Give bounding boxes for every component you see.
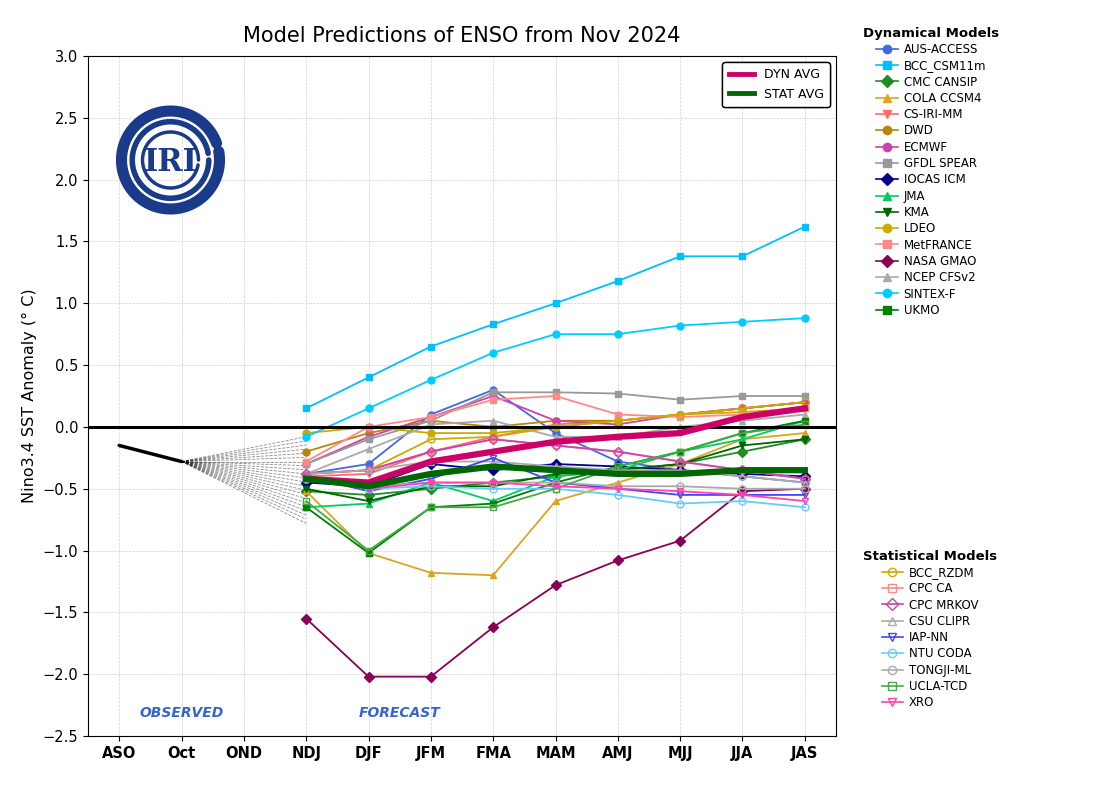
Y-axis label: Nino3.4 SST Anomaly (° C): Nino3.4 SST Anomaly (° C)	[22, 289, 37, 503]
Legend: AUS-ACCESS, BCC_CSM11m, CMC CANSIP, COLA CCSM4, CS-IRI-MM, DWD, ECMWF, GFDL SPEA: AUS-ACCESS, BCC_CSM11m, CMC CANSIP, COLA…	[858, 22, 1004, 322]
Title: Model Predictions of ENSO from Nov 2024: Model Predictions of ENSO from Nov 2024	[243, 26, 681, 46]
Text: FORECAST: FORECAST	[359, 706, 440, 721]
Legend: DYN AVG, STAT AVG: DYN AVG, STAT AVG	[723, 62, 829, 107]
Text: IRI: IRI	[144, 147, 197, 178]
Legend: BCC_RZDM, CPC CA, CPC MRKOV, CSU CLIPR, IAP-NN, NTU CODA, TONGJI-ML, UCLA-TCD, X: BCC_RZDM, CPC CA, CPC MRKOV, CSU CLIPR, …	[858, 545, 1002, 714]
Text: OBSERVED: OBSERVED	[140, 706, 223, 721]
